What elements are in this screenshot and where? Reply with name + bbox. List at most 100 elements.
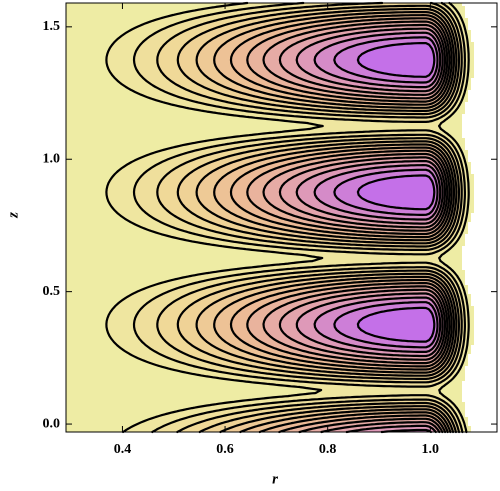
field-cell (483, 78, 486, 81)
field-cell (306, 57, 309, 60)
field-cell (204, 69, 207, 72)
field-cell (219, 51, 222, 54)
field-cell (129, 45, 132, 48)
field-cell (240, 78, 243, 81)
field-cell (246, 15, 249, 18)
field-cell (108, 36, 111, 39)
field-cell (324, 51, 327, 54)
field-cell (171, 48, 174, 51)
field-cell (234, 99, 237, 102)
field-cell (207, 93, 210, 96)
field-cell (159, 84, 162, 87)
field-cell (84, 105, 87, 108)
field-cell (225, 90, 228, 93)
field-cell (168, 72, 171, 75)
field-cell (111, 30, 114, 33)
field-cell (234, 75, 237, 78)
field-cell (174, 39, 177, 42)
field-cell (381, 66, 384, 69)
field-cell (99, 9, 102, 12)
field-cell (75, 21, 78, 24)
field-cell (225, 81, 228, 84)
field-cell (78, 99, 81, 102)
field-cell (231, 6, 234, 9)
field-cell (486, 18, 489, 21)
field-cell (171, 9, 174, 12)
field-cell (423, 78, 426, 81)
field-cell (258, 36, 261, 39)
field-cell (168, 96, 171, 99)
field-cell (333, 51, 336, 54)
field-cell (468, 96, 471, 99)
field-cell (243, 36, 246, 39)
field-cell (474, 78, 477, 81)
field-cell (87, 102, 90, 105)
field-cell (363, 57, 366, 60)
field-cell (348, 63, 351, 66)
field-cell (420, 54, 423, 57)
field-cell (309, 48, 312, 51)
field-cell (174, 42, 177, 45)
field-cell (87, 48, 90, 51)
field-cell (201, 81, 204, 84)
field-cell (141, 45, 144, 48)
field-cell (273, 66, 276, 69)
field-cell (402, 51, 405, 54)
field-cell (366, 63, 369, 66)
field-cell (231, 18, 234, 21)
field-cell (486, 90, 489, 93)
field-cell (96, 81, 99, 84)
field-cell (78, 93, 81, 96)
field-cell (126, 36, 129, 39)
field-cell (111, 33, 114, 36)
field-cell (306, 63, 309, 66)
field-cell (477, 81, 480, 84)
field-cell (171, 54, 174, 57)
field-cell (300, 60, 303, 63)
field-cell (423, 39, 426, 42)
field-cell (405, 60, 408, 63)
field-cell (99, 66, 102, 69)
field-cell (168, 18, 171, 21)
field-cell (186, 51, 189, 54)
field-cell (84, 24, 87, 27)
field-cell (78, 105, 81, 108)
field-cell (270, 54, 273, 57)
field-cell (330, 69, 333, 72)
field-cell (108, 75, 111, 78)
field-cell (102, 21, 105, 24)
field-cell (138, 27, 141, 30)
field-cell (360, 57, 363, 60)
field-cell (81, 66, 84, 69)
field-cell (90, 96, 93, 99)
field-cell (90, 15, 93, 18)
field-cell (417, 39, 420, 42)
field-cell (369, 60, 372, 63)
field-cell (477, 78, 480, 81)
field-cell (375, 57, 378, 60)
field-cell (126, 63, 129, 66)
field-cell (222, 51, 225, 54)
field-cell (279, 81, 282, 84)
field-cell (189, 21, 192, 24)
field-cell (249, 75, 252, 78)
field-cell (333, 69, 336, 72)
field-cell (489, 69, 492, 72)
field-cell (228, 6, 231, 9)
field-cell (105, 45, 108, 48)
field-cell (471, 66, 474, 69)
field-cell (87, 87, 90, 90)
field-cell (117, 6, 120, 9)
field-cell (150, 54, 153, 57)
field-cell (477, 99, 480, 102)
field-cell (195, 105, 198, 108)
field-cell (144, 15, 147, 18)
field-cell (483, 96, 486, 99)
field-cell (480, 51, 483, 54)
field-cell (258, 57, 261, 60)
field-cell (81, 27, 84, 30)
field-cell (132, 81, 135, 84)
field-cell (420, 78, 423, 81)
field-cell (114, 54, 117, 57)
field-cell (492, 6, 495, 9)
